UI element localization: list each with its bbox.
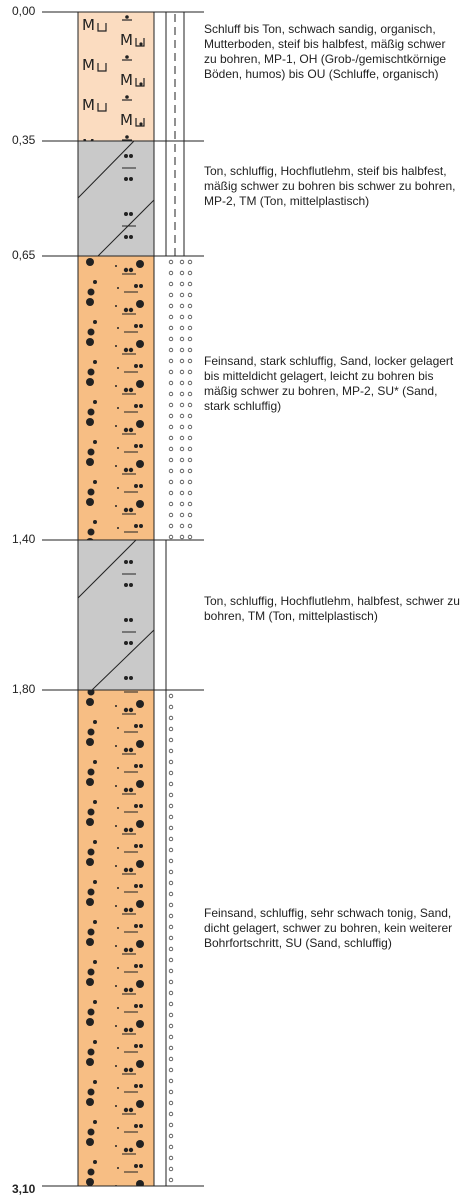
- final-depth-label: 3,10: [12, 1182, 36, 1196]
- consistency-rings-layer-3: [164, 256, 198, 540]
- clay-hatch-line: [91, 629, 155, 691]
- depth-label: 0,65: [12, 248, 36, 262]
- clay-hatch-line: [97, 199, 155, 257]
- layer-description: Schluff bis Ton, schwach sandig, organis…: [204, 22, 447, 81]
- layer-description: Ton, schluffig, Hochflutlehm, halbfest, …: [204, 594, 460, 623]
- clay-hatch-line: [77, 140, 135, 199]
- layer-sand-1-pattern: [78, 256, 154, 540]
- layer-description: Feinsand, stark schluffig, Sand, locker …: [204, 354, 454, 413]
- depth-label: 0,00: [12, 4, 36, 18]
- layer-description: Feinsand, schluffig, sehr schwach tonig,…: [204, 906, 453, 950]
- layer-sand-2-pattern: [78, 690, 154, 1186]
- depth-label: 1,80: [12, 682, 36, 696]
- layer-clay-1-pattern: [78, 141, 154, 256]
- depth-label: 1,40: [12, 532, 36, 546]
- layer-topsoil-pattern: [78, 12, 154, 141]
- layer-description: Ton, schluffig, Hochflutlehm, steif bis …: [204, 164, 456, 208]
- layer-clay-2-pattern: [78, 540, 154, 690]
- depth-label: 0,35: [12, 133, 36, 147]
- clay-hatch-line: [77, 539, 137, 599]
- consistency-rings-layer-5: [164, 690, 184, 1186]
